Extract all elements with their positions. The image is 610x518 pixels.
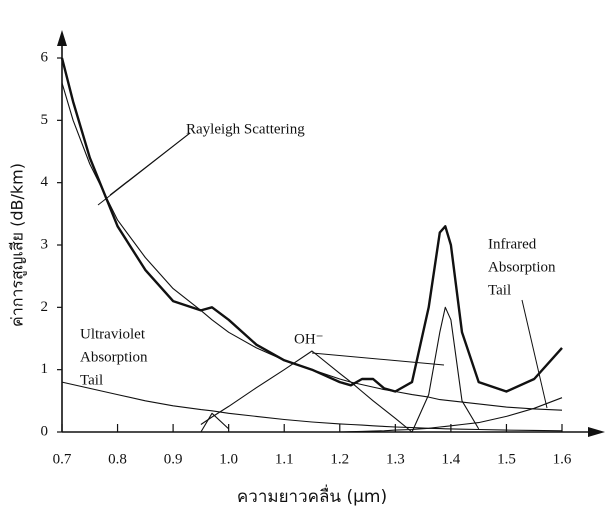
annotation: Tail (80, 372, 103, 388)
series-line (60, 57, 563, 393)
annotation: Tail (488, 282, 511, 298)
y-tick-label: 2 (41, 299, 49, 315)
annotation: Absorption (80, 349, 148, 365)
y-axis-arrow (57, 30, 67, 46)
pointer (521, 299, 548, 409)
annotation: Absorption (488, 259, 556, 275)
x-tick-label: 0.8 (108, 451, 127, 467)
pointer (311, 352, 445, 366)
x-tick-label: 1.3 (386, 451, 405, 467)
y-tick-label: 0 (41, 423, 49, 439)
y-tick-label: 6 (41, 49, 49, 65)
x-tick-label: 1.6 (553, 451, 572, 467)
annotation: Rayleigh Scattering (186, 121, 305, 137)
x-tick-label: 1.4 (442, 451, 461, 467)
x-axis-arrow (588, 427, 605, 437)
series-line (61, 82, 563, 411)
x-tick-label: 1.0 (219, 451, 238, 467)
series-line (200, 306, 480, 433)
y-tick-label: 5 (41, 112, 49, 128)
x-tick-label: 1.5 (497, 451, 516, 467)
x-tick-label: 1.1 (275, 451, 294, 467)
x-axis-label: ความยาวคลื่น (µm) (237, 484, 387, 507)
annotation: Infrared (488, 236, 537, 252)
y-tick-label: 3 (41, 236, 49, 252)
annotation: Ultraviolet (80, 326, 146, 342)
x-tick-label: 0.9 (164, 451, 183, 467)
y-tick-label: 1 (41, 361, 49, 377)
series-line (339, 397, 563, 433)
x-tick-label: 0.7 (53, 451, 72, 467)
pointer (109, 132, 191, 196)
y-axis-label: ค่าการสูญเสีย (dB/km) (8, 163, 28, 327)
annotation-pointers (97, 132, 548, 409)
x-tick-label: 1.2 (330, 451, 349, 467)
annotation: OH⁻ (294, 331, 324, 347)
series-line (61, 381, 563, 432)
y-tick-label: 4 (41, 174, 49, 190)
series-line (200, 350, 413, 433)
